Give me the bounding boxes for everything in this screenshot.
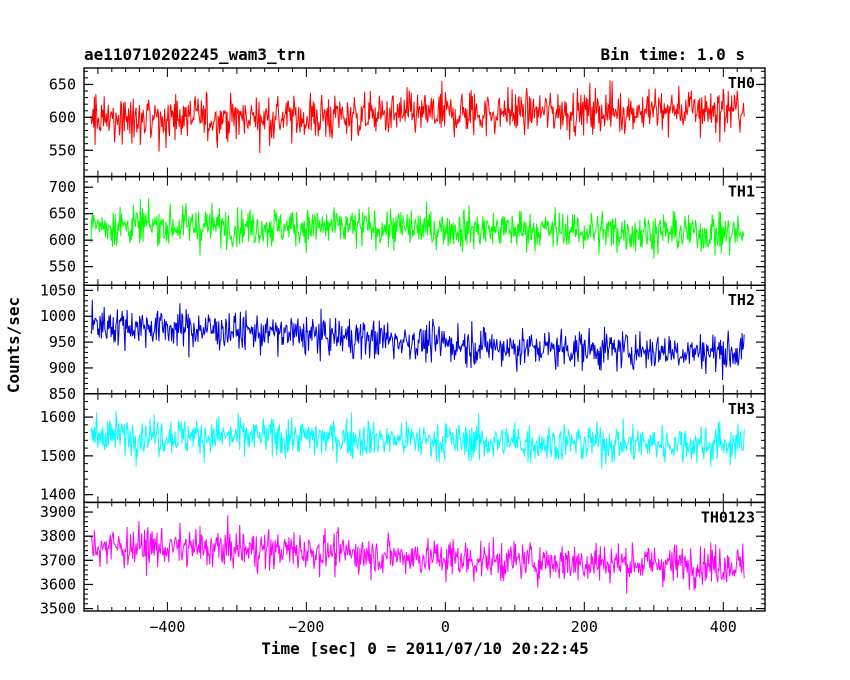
- y-tick-label: 900: [49, 359, 76, 377]
- y-tick-label: 1000: [40, 307, 76, 325]
- x-tick-label: −400: [149, 618, 185, 636]
- panels-group: 550 600 650 TH0 550 600 650 700 TH1 850 900 950 1000…: [40, 67, 766, 636]
- y-axis-label: Counts/sec: [4, 297, 23, 393]
- y-tick-label: 600: [49, 108, 76, 126]
- series-line-th2: [90, 299, 745, 381]
- panel-label: TH0123: [701, 508, 755, 526]
- x-tick-label: 200: [571, 618, 598, 636]
- y-tick-label: 3500: [40, 600, 76, 618]
- y-tick-label: 1600: [40, 408, 76, 426]
- series-line-th3: [90, 411, 745, 469]
- y-tick-label: 550: [49, 141, 76, 159]
- series-line-th0123: [90, 515, 745, 594]
- y-tick-label: 700: [49, 178, 76, 196]
- y-tick-label: 650: [49, 205, 76, 223]
- panel-th0: 550 600 650 TH0: [49, 67, 766, 178]
- panel-frame: [83, 501, 766, 612]
- y-tick-label: 3700: [40, 551, 76, 569]
- y-tick-label: 550: [49, 258, 76, 276]
- y-tick-label: 600: [49, 231, 76, 249]
- y-tick-label: 950: [49, 333, 76, 351]
- panel-th0123: 3500 3600 3700 3800 3900 TH0123: [40, 501, 766, 618]
- x-axis-label: Time [sec] 0 = 2011/07/10 20:22:45: [261, 639, 589, 658]
- panel-label: TH1: [728, 183, 755, 201]
- y-tick-label: 3800: [40, 527, 76, 545]
- x-tick-label: 400: [710, 618, 737, 636]
- x-tick-label: −200: [288, 618, 324, 636]
- y-tick-label: 1050: [40, 281, 76, 299]
- y-tick-label: 1400: [40, 486, 76, 504]
- panel-th1: 550 600 650 700 TH1: [49, 175, 766, 286]
- series-line-th1: [90, 198, 745, 259]
- panel-th3: 1400 1500 1600 TH3: [40, 393, 766, 504]
- y-tick-label: 1500: [40, 447, 76, 465]
- series-line-th0: [90, 80, 745, 154]
- chart-title: ae110710202245_wam3_trn: [84, 45, 306, 64]
- y-tick-label: 3900: [40, 503, 76, 521]
- x-tick-label: 0: [441, 618, 450, 636]
- y-tick-label: 650: [49, 75, 76, 93]
- panel-th2: 850 900 950 1000 1050 TH2: [40, 281, 766, 403]
- panel-label: TH2: [728, 291, 755, 309]
- panel-label: TH3: [728, 400, 755, 418]
- panel-label: TH0: [728, 74, 755, 92]
- y-tick-label: 3600: [40, 575, 76, 593]
- y-tick-label: 850: [49, 385, 76, 403]
- bin-time-label: Bin time: 1.0 s: [601, 45, 746, 64]
